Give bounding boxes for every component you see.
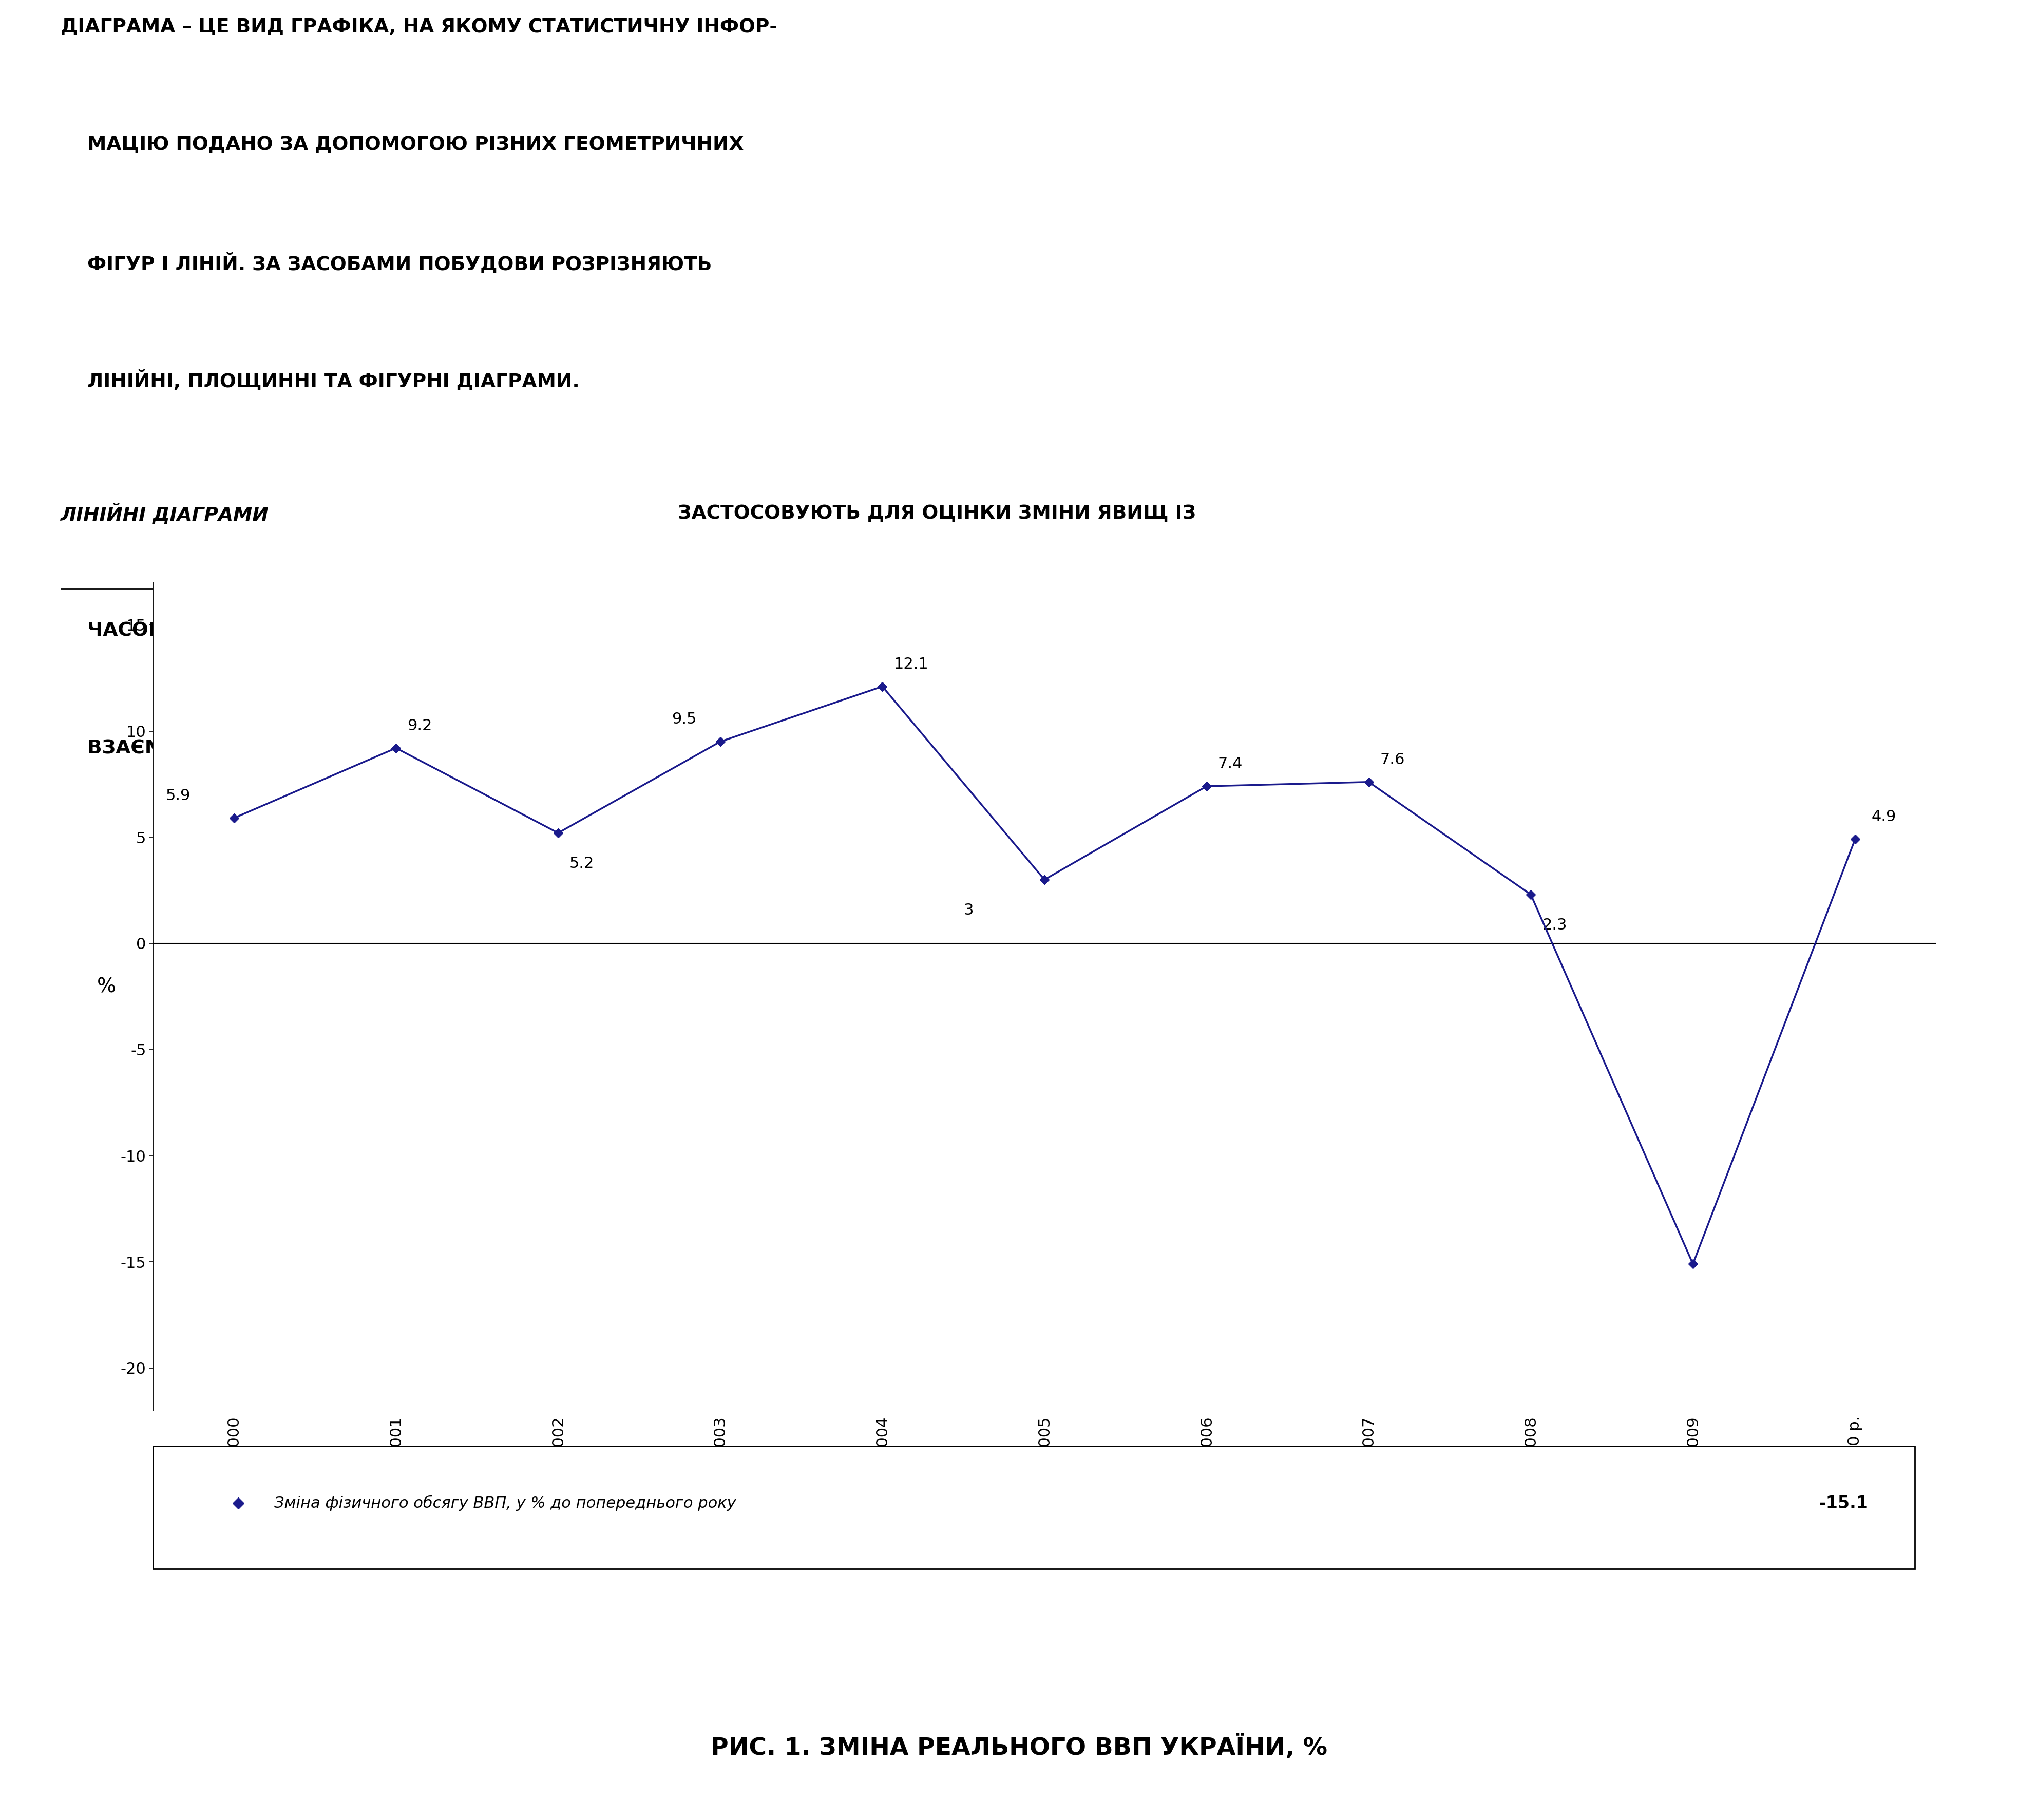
Text: ДІАГРАМА – ЦЕ ВИД ГРАФІКА, НА ЯКОМУ СТАТИСТИЧНУ ІНФОР-: ДІАГРАМА – ЦЕ ВИД ГРАФІКА, НА ЯКОМУ СТАТ… <box>61 18 776 36</box>
Text: ВЗАЄМОЗВ’ЯЗКУ МІЖ ЯВИЩАМИ.: ВЗАЄМОЗВ’ЯЗКУ МІЖ ЯВИЩАМИ. <box>61 739 467 757</box>
Text: 3: 3 <box>964 903 974 917</box>
Text: 7.4: 7.4 <box>1219 757 1243 772</box>
Text: 9.5: 9.5 <box>673 712 697 726</box>
Text: 12.1: 12.1 <box>895 657 929 672</box>
Text: 7.6: 7.6 <box>1380 752 1404 768</box>
Text: 5.2: 5.2 <box>569 855 595 872</box>
Text: 4.9: 4.9 <box>1871 810 1895 824</box>
Text: ЛІНІЙНІ, ПЛОЩИННІ ТА ФІГУРНІ ДІАГРАМИ.: ЛІНІЙНІ, ПЛОЩИННІ ТА ФІГУРНІ ДІАГРАМИ. <box>61 371 579 391</box>
Text: -15.1: -15.1 <box>1820 1494 1869 1512</box>
Y-axis label: %: % <box>96 977 116 997</box>
Text: РИС. 1. ЗМІНА РЕАЛЬНОГО ВВП УКРАЇНИ, %: РИС. 1. ЗМІНА РЕАЛЬНОГО ВВП УКРАЇНИ, % <box>711 1734 1327 1760</box>
Text: ЧАСОМ; ОЦІНКИ ВИКОНАННЯ ПЛАНОВИХ ЗАВДАНЬ; ОЦІНКИ: ЧАСОМ; ОЦІНКИ ВИКОНАННЯ ПЛАНОВИХ ЗАВДАНЬ… <box>61 622 768 641</box>
FancyBboxPatch shape <box>153 1445 1916 1569</box>
Text: 9.2: 9.2 <box>408 719 432 733</box>
Text: ЛІНІЙНІ ДІАГРАМИ: ЛІНІЙНІ ДІАГРАМИ <box>61 504 269 524</box>
Text: 5.9: 5.9 <box>165 788 192 803</box>
Text: МАЦІЮ ПОДАНО ЗА ДОПОМОГОЮ РІЗНИХ ГЕОМЕТРИЧНИХ: МАЦІЮ ПОДАНО ЗА ДОПОМОГОЮ РІЗНИХ ГЕОМЕТР… <box>61 136 744 155</box>
Text: ФІГУР І ЛІНІЙ. ЗА ЗАСОБАМИ ПОБУДОВИ РОЗРІЗНЯЮТЬ: ФІГУР І ЛІНІЙ. ЗА ЗАСОБАМИ ПОБУДОВИ РОЗР… <box>61 253 711 275</box>
Text: ЗАСТОСОВУЮТЬ ДЛЯ ОЦІНКИ ЗМІНИ ЯВИЩ ІЗ: ЗАСТОСОВУЮТЬ ДЛЯ ОЦІНКИ ЗМІНИ ЯВИЩ ІЗ <box>671 504 1196 522</box>
Text: Зміна фізичного обсягу ВВП, у % до попереднього року: Зміна фізичного обсягу ВВП, у % до попер… <box>273 1496 736 1511</box>
Text: 2.3: 2.3 <box>1543 917 1567 932</box>
